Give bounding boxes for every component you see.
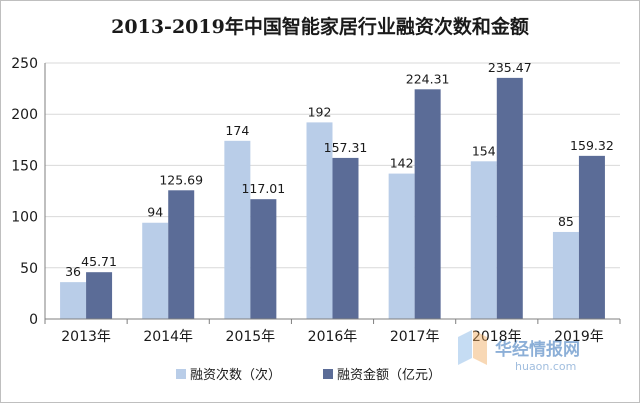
data-label: 159.32 [570, 138, 614, 153]
legend: 融资次数（次） 融资金额（亿元） [176, 367, 441, 383]
watermark-logo-icon [473, 330, 487, 365]
bar-financing-amount [332, 157, 359, 319]
data-label: 157.31 [324, 140, 368, 155]
legend-swatch [176, 369, 186, 379]
x-tick-label: 2017年 [390, 329, 440, 345]
bar-financing-amount [496, 77, 523, 319]
y-tick-label: 0 [29, 312, 38, 328]
x-tick-label: 2018年 [472, 329, 522, 345]
data-label: 85 [558, 214, 574, 229]
bar-financing-amount [578, 155, 605, 319]
bar-financing-amount [250, 199, 277, 319]
data-label: 154 [472, 143, 496, 158]
watermark-logo-icon [458, 330, 472, 365]
data-label: 192 [308, 104, 332, 119]
bar-financing-amount [86, 272, 113, 319]
axes: 0 50 100 150 200 250 2013年 2014年 2015年 2016年 2017年… [11, 56, 621, 345]
bar-financing-count [388, 173, 415, 319]
data-label: 224.31 [406, 71, 450, 86]
bar-financing-count [470, 161, 497, 319]
data-label: 235.47 [488, 60, 532, 75]
bar-financing-amount [414, 89, 441, 320]
x-tick-label: 2013年 [61, 329, 111, 345]
data-label: 36 [65, 264, 81, 279]
watermark: 华经情报网 huaon.com [458, 330, 580, 373]
data-label: 142 [390, 156, 414, 171]
bar-financing-count [552, 231, 579, 319]
x-tick-label: 2019年 [554, 329, 604, 345]
legend-label: 融资金额（亿元） [337, 367, 441, 383]
data-label: 125.69 [159, 172, 203, 187]
x-tick-label: 2016年 [308, 329, 358, 345]
data-label: 117.01 [241, 181, 285, 196]
bar-financing-count [142, 222, 169, 319]
bar-financing-count [60, 282, 87, 319]
bars [60, 77, 605, 320]
y-tick-label: 250 [11, 56, 38, 72]
chart-title: 2013-2019年中国智能家居行业融资次数和金额 [111, 15, 529, 38]
bar-financing-count [224, 140, 251, 319]
bar-financing-amount [168, 190, 195, 319]
watermark-subtext: huaon.com [515, 360, 576, 373]
legend-swatch [323, 369, 333, 379]
data-label: 174 [225, 123, 249, 138]
y-tick-label: 100 [11, 210, 38, 226]
legend-label: 融资次数（次） [190, 367, 281, 383]
y-tick-label: 200 [11, 107, 38, 123]
x-tick-label: 2015年 [226, 329, 276, 345]
data-label: 94 [147, 205, 163, 220]
watermark-text: 华经情报网 [495, 339, 580, 360]
y-tick-label: 50 [20, 261, 38, 277]
bar-financing-count [306, 122, 333, 319]
y-tick-label: 150 [11, 158, 38, 174]
x-tick-label: 2014年 [143, 329, 193, 345]
data-label: 45.71 [81, 254, 117, 269]
